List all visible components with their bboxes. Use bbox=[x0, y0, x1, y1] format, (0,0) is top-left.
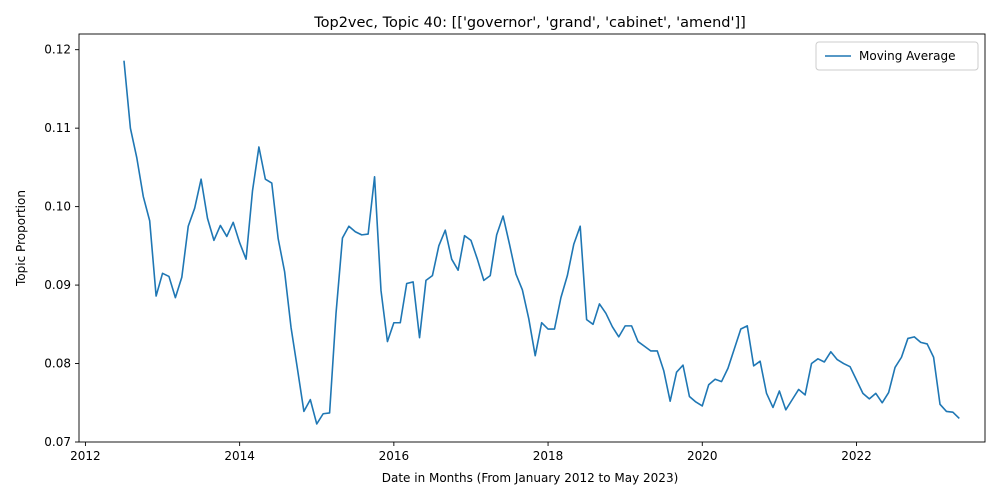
x-tick-label: 2014 bbox=[224, 449, 255, 463]
legend: Moving Average bbox=[815, 41, 979, 71]
chart-title: Top2vec, Topic 40: [['governor', 'grand'… bbox=[313, 15, 746, 31]
x-tick-label: 2012 bbox=[70, 449, 101, 463]
y-axis-title: Topic Proportion bbox=[14, 190, 28, 287]
x-tick-label: 2020 bbox=[687, 449, 718, 463]
y-tick-label: 0.11 bbox=[44, 121, 71, 135]
legend-label-moving-average: Moving Average bbox=[859, 49, 955, 63]
plot-frame bbox=[78, 33, 986, 443]
series-line-moving-average bbox=[123, 60, 960, 425]
x-axis-title: Date in Months (From January 2012 to May… bbox=[382, 471, 679, 485]
y-tick-label: 0.09 bbox=[44, 278, 71, 292]
legend-box bbox=[815, 41, 979, 71]
y-tick-label: 0.12 bbox=[44, 43, 71, 57]
x-tick-label: 2018 bbox=[533, 449, 564, 463]
y-tick-label: 0.08 bbox=[44, 357, 71, 371]
plot-area bbox=[78, 33, 986, 443]
y-tick-label: 0.07 bbox=[44, 435, 71, 449]
x-tick-label: 2022 bbox=[841, 449, 872, 463]
y-tick-label: 0.10 bbox=[44, 200, 71, 214]
y-axis: 0.07 0.08 0.09 0.10 0.11 0.12 bbox=[44, 43, 79, 449]
x-tick-label: 2016 bbox=[379, 449, 410, 463]
x-axis: 2012 2014 2016 2018 2020 2022 bbox=[70, 442, 872, 463]
